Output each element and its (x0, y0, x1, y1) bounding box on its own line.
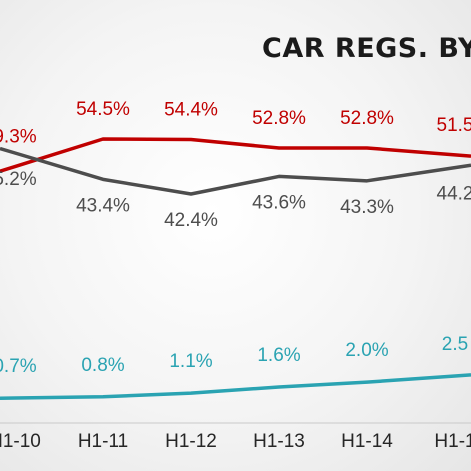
data-label-ev-2: 1.1% (169, 351, 212, 372)
data-label-red-2: 54.4% (164, 100, 218, 121)
data-label-ev-0: 0.7% (0, 356, 37, 377)
data-label-red-4: 52.8% (340, 108, 394, 129)
x-tick-label: H1-10 (0, 431, 41, 452)
data-label-gray-2: 42.4% (164, 210, 218, 231)
x-tick-label: H1-14 (341, 431, 393, 452)
data-label-red-3: 52.8% (252, 108, 306, 129)
x-tick-label: H1-11 (78, 431, 128, 452)
data-label-ev-4: 2.0% (345, 340, 388, 361)
data-label-ev-1: 0.8% (81, 355, 124, 376)
x-tick-label: H1-13 (253, 431, 305, 452)
x-tick-label: H1-12 (165, 431, 217, 452)
series-line-red (0, 137, 471, 173)
series-layer: 9.3% 54.5% 54.4% 52.8% 52.8% 51.5 5.2% 43.4% 42.… (0, 99, 471, 400)
series-line-ev (0, 373, 471, 400)
data-label-red-5: 51.5 (437, 115, 471, 136)
x-tick-label: H1-1 (434, 431, 471, 452)
data-label-ev-3: 1.6% (257, 345, 300, 366)
chart-title: CAR REGS. BY (262, 33, 471, 64)
x-axis-ticks: H1-10 H1-11 H1-12 H1-13 H1-14 H1-1 (0, 431, 471, 452)
data-label-gray-0: 5.2% (0, 169, 37, 190)
data-label-ev-5: 2.5 (442, 334, 468, 355)
data-label-red-1: 54.5% (76, 99, 130, 120)
series-line-gray (0, 146, 471, 196)
data-label-red-0: 9.3% (0, 127, 37, 148)
data-label-gray-4: 43.3% (340, 197, 394, 218)
data-label-gray-1: 43.4% (76, 195, 130, 216)
data-label-gray-3: 43.6% (252, 192, 306, 213)
data-label-gray-5: 44.2 (437, 184, 471, 205)
